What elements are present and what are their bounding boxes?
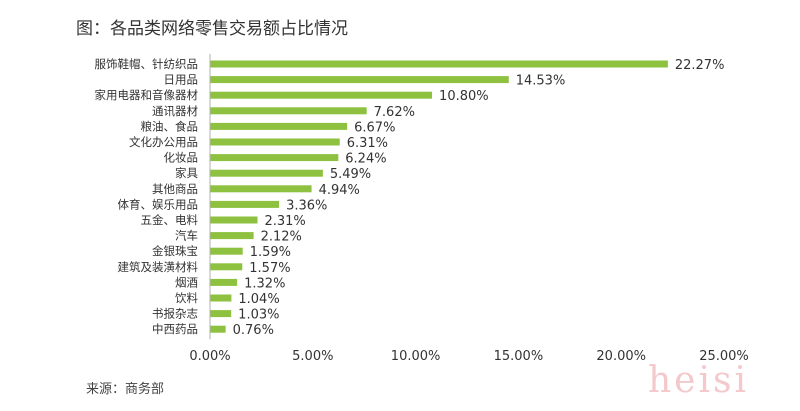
value-label: 2.12% <box>261 230 302 245</box>
category-label: 通讯器材 <box>152 104 198 118</box>
value-label: 1.59% <box>250 245 291 260</box>
bar <box>210 122 348 130</box>
category-label: 粮油、食品 <box>141 119 199 133</box>
value-label: 6.31% <box>347 136 388 151</box>
category-label: 其他商品 <box>152 182 198 196</box>
value-label: 22.27% <box>675 58 725 73</box>
category-labels: 服饰鞋帽、针纺织品日用品家用电器和音像器材通讯器材粮油、食品文化办公用品化妆品家… <box>95 57 199 336</box>
bar <box>210 185 312 193</box>
category-label: 金银珠宝 <box>152 244 198 258</box>
bar <box>210 278 238 286</box>
category-label: 汽车 <box>175 229 198 243</box>
bar <box>210 247 243 255</box>
value-label: 0.76% <box>233 323 274 338</box>
category-label: 饮料 <box>175 291 198 305</box>
bar <box>210 107 367 115</box>
category-label: 烟酒 <box>175 275 198 289</box>
category-label: 五金、电料 <box>141 213 199 227</box>
category-label: 书报杂志 <box>152 307 198 321</box>
x-tick-label: 25.00% <box>699 349 749 364</box>
value-label: 1.57% <box>249 261 290 276</box>
value-label: 2.31% <box>264 214 305 229</box>
bar <box>210 294 232 302</box>
x-tick-label: 15.00% <box>494 349 544 364</box>
chart-title: 图：各品类网络零售交易额占比情况 <box>76 19 348 39</box>
bar <box>210 91 433 99</box>
x-tick-label: 10.00% <box>391 349 441 364</box>
value-label: 14.53% <box>516 74 566 89</box>
value-label: 10.80% <box>439 89 489 104</box>
x-axis-ticks: 0.00% 5.00% 10.00% 15.00% 20.00% 25.00% <box>189 349 748 364</box>
category-label: 家具 <box>175 166 198 180</box>
category-label: 日用品 <box>164 73 199 87</box>
bar <box>210 310 232 318</box>
category-label: 服饰鞋帽、针纺织品 <box>95 57 199 71</box>
category-label: 化妆品 <box>164 151 199 165</box>
value-label: 1.03% <box>238 308 279 323</box>
bar <box>210 60 668 68</box>
x-tick-label: 20.00% <box>596 349 646 364</box>
bar <box>210 154 339 162</box>
bar <box>210 200 280 208</box>
x-tick-label: 0.00% <box>189 349 230 364</box>
bar <box>210 263 243 271</box>
value-label: 1.32% <box>244 276 285 291</box>
watermark: heisi <box>648 360 749 401</box>
bar <box>210 76 509 84</box>
bar <box>210 169 323 177</box>
bar <box>210 138 340 146</box>
category-label: 家用电器和音像器材 <box>95 88 199 102</box>
value-label: 6.24% <box>345 152 386 167</box>
value-label: 6.67% <box>354 120 395 135</box>
bar <box>210 325 226 333</box>
category-label: 建筑及装潢材料 <box>118 260 199 274</box>
category-label: 文化办公用品 <box>129 135 198 149</box>
value-label: 7.62% <box>374 105 415 120</box>
bars-group <box>210 60 668 333</box>
x-tick-label: 5.00% <box>292 349 333 364</box>
value-labels: 22.27% 14.53% 10.80% 7.62%6.67%6.31%6.24%5.… <box>233 58 725 338</box>
bar <box>210 232 254 240</box>
bar <box>210 216 258 224</box>
value-label: 1.04% <box>238 292 279 307</box>
source-note: 来源：商务部 <box>86 382 165 397</box>
value-label: 5.49% <box>330 167 371 182</box>
category-label: 中西药品 <box>152 322 198 336</box>
value-label: 4.94% <box>319 183 360 198</box>
category-label: 体育、娱乐用品 <box>118 197 199 211</box>
value-label: 3.36% <box>286 198 327 213</box>
